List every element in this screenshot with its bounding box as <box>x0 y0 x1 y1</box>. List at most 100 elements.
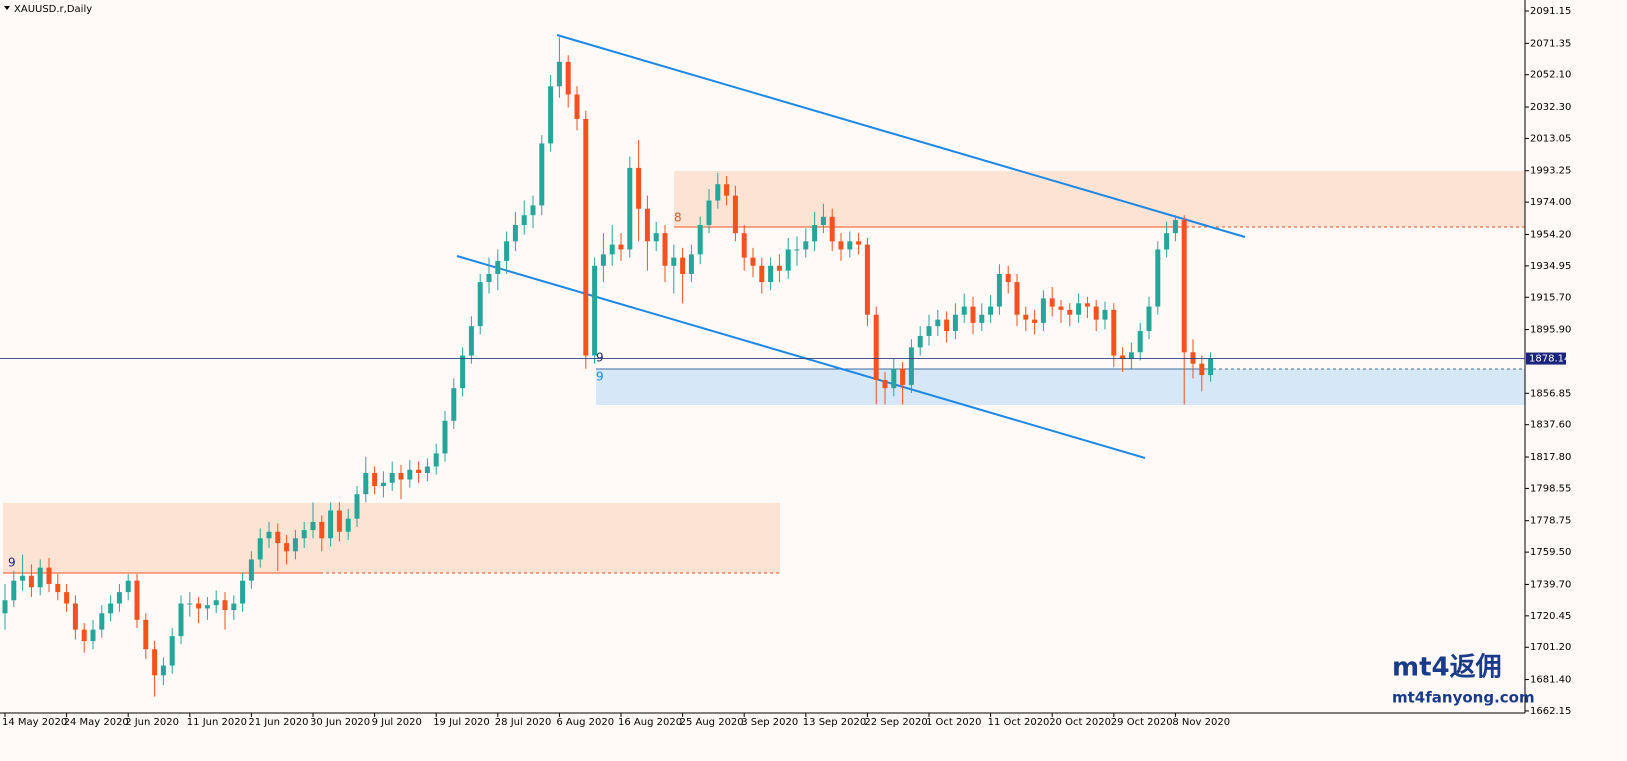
candle-body <box>900 368 906 385</box>
candle-body <box>196 603 202 609</box>
annotation: 9 <box>8 556 16 570</box>
supply-zone <box>674 171 1525 227</box>
current-price-label: 1878.14 <box>1529 354 1570 365</box>
candle-body <box>99 613 105 630</box>
annotation: 9 <box>596 370 604 384</box>
y-tick-label: 1837.60 <box>1530 420 1571 431</box>
candle-body <box>222 600 228 611</box>
candle-body <box>125 580 131 593</box>
candle-body <box>284 543 290 552</box>
candle-body <box>970 306 976 323</box>
candle-body <box>187 603 193 605</box>
x-tick-label: 20 Oct 2020 <box>1049 717 1111 728</box>
candle-body <box>275 531 281 544</box>
candle-body <box>1023 314 1029 320</box>
x-tick-label: 24 May 2020 <box>64 717 129 728</box>
candle-body <box>433 453 439 467</box>
candle-body <box>460 355 466 389</box>
candle-body <box>688 254 694 274</box>
candle-body <box>416 469 422 473</box>
candle-body <box>310 521 316 531</box>
x-tick-label: 11 Oct 2020 <box>988 717 1050 728</box>
candle-body <box>618 244 624 250</box>
candle-body <box>20 575 26 581</box>
x-tick-label: 13 Sep 2020 <box>803 717 866 728</box>
candle-body <box>856 241 862 245</box>
candle-body <box>354 494 360 519</box>
candle-body <box>1181 220 1187 353</box>
candle-body <box>389 472 395 483</box>
candle-body <box>398 472 404 480</box>
candle-body <box>37 567 43 588</box>
candle-body <box>908 347 914 385</box>
candle-body <box>944 319 950 332</box>
candle-body <box>152 649 158 676</box>
candle-body <box>697 224 703 255</box>
candle-body <box>257 538 263 560</box>
candle-body <box>1146 306 1152 332</box>
candle-body <box>55 583 61 593</box>
candle-body <box>1093 306 1099 320</box>
candle-body <box>1137 331 1143 353</box>
candle-body <box>2 600 8 614</box>
candle-body <box>213 600 219 606</box>
candle-body <box>565 61 571 95</box>
candle-body <box>81 629 87 642</box>
candle-body <box>961 306 967 315</box>
y-tick-label: 1954.20 <box>1530 229 1571 240</box>
x-tick-label: 19 Jul 2020 <box>433 717 490 728</box>
x-tick-label: 25 Aug 2020 <box>680 717 744 728</box>
y-tick-label: 1662.15 <box>1530 706 1571 717</box>
candle-body <box>530 205 536 216</box>
y-tick-label: 1720.45 <box>1530 611 1571 622</box>
y-tick-label: 2071.35 <box>1530 38 1571 49</box>
candle-body <box>345 518 351 532</box>
y-tick-label: 1778.75 <box>1530 516 1571 527</box>
candle-body <box>600 254 606 266</box>
candle-body <box>451 388 457 421</box>
candle-body <box>706 200 712 225</box>
candle-body <box>759 265 765 283</box>
candle-body <box>1164 233 1170 250</box>
y-tick-label: 1759.50 <box>1530 547 1571 558</box>
y-tick-label: 1701.20 <box>1530 642 1571 653</box>
x-tick-label: 22 Sep 2020 <box>864 717 927 728</box>
candle-body <box>996 273 1002 307</box>
candle-body <box>988 306 994 315</box>
x-tick-label: 16 Aug 2020 <box>618 717 682 728</box>
candle-body <box>512 224 518 242</box>
candle-body <box>504 241 510 261</box>
y-tick-label: 1934.95 <box>1530 261 1571 272</box>
candle-body <box>644 208 650 242</box>
x-tick-label: 6 Aug 2020 <box>556 717 614 728</box>
candle-body <box>768 265 774 283</box>
candle-body <box>1040 298 1046 323</box>
candle-body <box>380 482 386 487</box>
candle-body <box>1084 303 1090 307</box>
candle-body <box>732 195 738 234</box>
x-tick-label: 21 Jun 2020 <box>248 717 308 728</box>
candle-body <box>292 538 298 552</box>
candle-body <box>372 472 378 487</box>
trend-line <box>556 34 1246 238</box>
x-tick-label: 14 May 2020 <box>2 717 67 728</box>
candle-body <box>715 184 721 201</box>
candle-body <box>583 118 589 356</box>
candle-body <box>864 244 870 315</box>
chart-title: XAUUSD.r,Daily <box>14 4 92 15</box>
candle-body <box>134 580 140 620</box>
y-tick-label: 2013.05 <box>1530 133 1571 144</box>
candle-body <box>178 603 184 637</box>
candle-body <box>1049 298 1055 307</box>
candle-body <box>407 469 413 480</box>
candle-body <box>64 592 70 604</box>
candle-body <box>574 94 580 119</box>
candle-body <box>952 314 958 332</box>
candle-body <box>266 531 272 539</box>
y-tick-label: 1817.80 <box>1530 452 1571 463</box>
title-icon <box>4 6 10 10</box>
x-tick-label: 3 Sep 2020 <box>741 717 798 728</box>
candle-body <box>812 224 818 242</box>
candle-body <box>776 265 782 271</box>
